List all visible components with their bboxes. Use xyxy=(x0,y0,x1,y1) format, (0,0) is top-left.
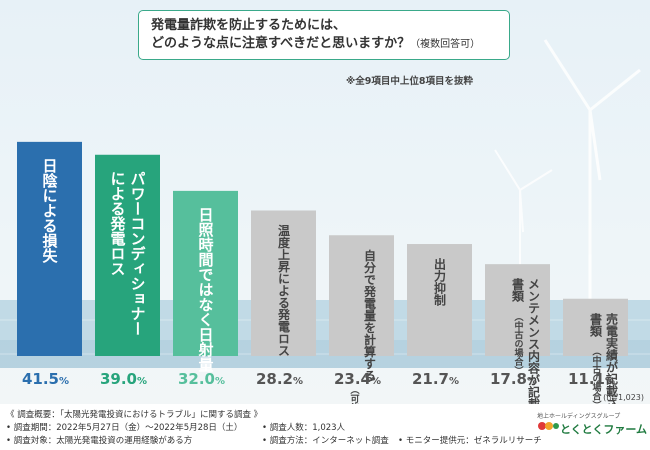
bar-1 xyxy=(17,141,82,356)
category-label: 出力抑制 xyxy=(433,257,447,307)
value-unit: % xyxy=(137,376,147,387)
category-sublabel: （可能な場合） xyxy=(349,385,361,404)
value-unit: % xyxy=(527,376,537,387)
question-note: （複数回答可） xyxy=(410,39,481,50)
category-label: メンテメンス内容が記載された xyxy=(527,278,541,404)
category-label: 温度上昇による発電ロス xyxy=(277,224,291,356)
category-label: 書類 xyxy=(511,277,525,303)
value-label: 23.4% xyxy=(334,370,381,388)
value-label: 28.2% xyxy=(256,370,303,388)
category-label: 書類 xyxy=(589,311,603,337)
category-label: 自分で発電量を計算する xyxy=(363,248,377,381)
value-label: 21.7% xyxy=(412,370,459,388)
value-unit: % xyxy=(293,376,303,387)
survey-period: • 調査期間：2022年5月27日（金）〜2022年5月28日（土） xyxy=(6,423,243,433)
bar-5 xyxy=(329,235,394,356)
question-box: 発電量詐欺を防止するためには、 どのような点に注意すべきだと思いますか？（複数回… xyxy=(138,10,510,60)
value-label: 39.0% xyxy=(100,370,147,388)
brand-logo-icon xyxy=(538,422,559,430)
survey-count: • 調査人数：1,023人 xyxy=(262,423,346,433)
question-text: どのような点に注意すべきだと思いますか？ xyxy=(151,36,411,51)
bar-2 xyxy=(95,154,160,356)
category-sublabel: （中古の場合） xyxy=(513,312,525,375)
category-label: パワーコンディショナー xyxy=(129,171,147,336)
survey-method: • 調査方法：インターネット調査 xyxy=(262,436,389,446)
sample-size-label: (n=1,023) xyxy=(603,393,644,402)
value-label: 32.0% xyxy=(178,370,225,388)
survey-target: • 調査対象：太陽光発電投資の運用経験がある方 xyxy=(6,436,193,446)
question-line-1: 発電量詐欺を防止するためには、 xyxy=(151,18,347,33)
value-label: 41.5% xyxy=(22,370,69,388)
value-unit: % xyxy=(449,376,459,387)
bar-3 xyxy=(173,190,238,356)
bar-4 xyxy=(251,210,316,356)
brand-name: とくとくファーム xyxy=(560,423,648,436)
value-unit: % xyxy=(605,376,615,387)
value-unit: % xyxy=(59,376,69,387)
value-label: 11.1% xyxy=(568,370,615,388)
value-unit: % xyxy=(215,376,225,387)
category-label: 日陰による損失 xyxy=(41,158,59,264)
category-label: による発電ロス xyxy=(109,171,127,276)
survey-footer: 《 調査概要：「太陽光発電投資におけるトラブル」に関する調査 》 • 調査期間：… xyxy=(0,404,650,450)
category-label: 売電実績が記載された xyxy=(605,311,619,404)
bar-8 xyxy=(563,298,628,356)
question-line-2: どのような点に注意すべきだと思いますか？（複数回答可） xyxy=(151,35,497,54)
bar-6 xyxy=(407,244,472,356)
value-unit: % xyxy=(371,376,381,387)
bar-7 xyxy=(485,264,550,356)
value-label: 17.8% xyxy=(490,370,537,388)
survey-provider: • モニター提供元：ゼネラルリサーチ xyxy=(398,436,542,446)
wind-turbine-icon xyxy=(543,39,641,330)
brand-group-label: 地上ホールディングスグループ xyxy=(537,413,621,420)
category-sublabel: （中古の場合） xyxy=(591,347,603,404)
survey-title: 《 調査概要：「太陽光発電投資におけるトラブル」に関する調査 》 xyxy=(6,410,263,420)
category-label: 日照時間ではなく日射量 xyxy=(197,207,215,372)
subnote: ※全9項目中上位8項目を抜粋 xyxy=(346,76,473,87)
